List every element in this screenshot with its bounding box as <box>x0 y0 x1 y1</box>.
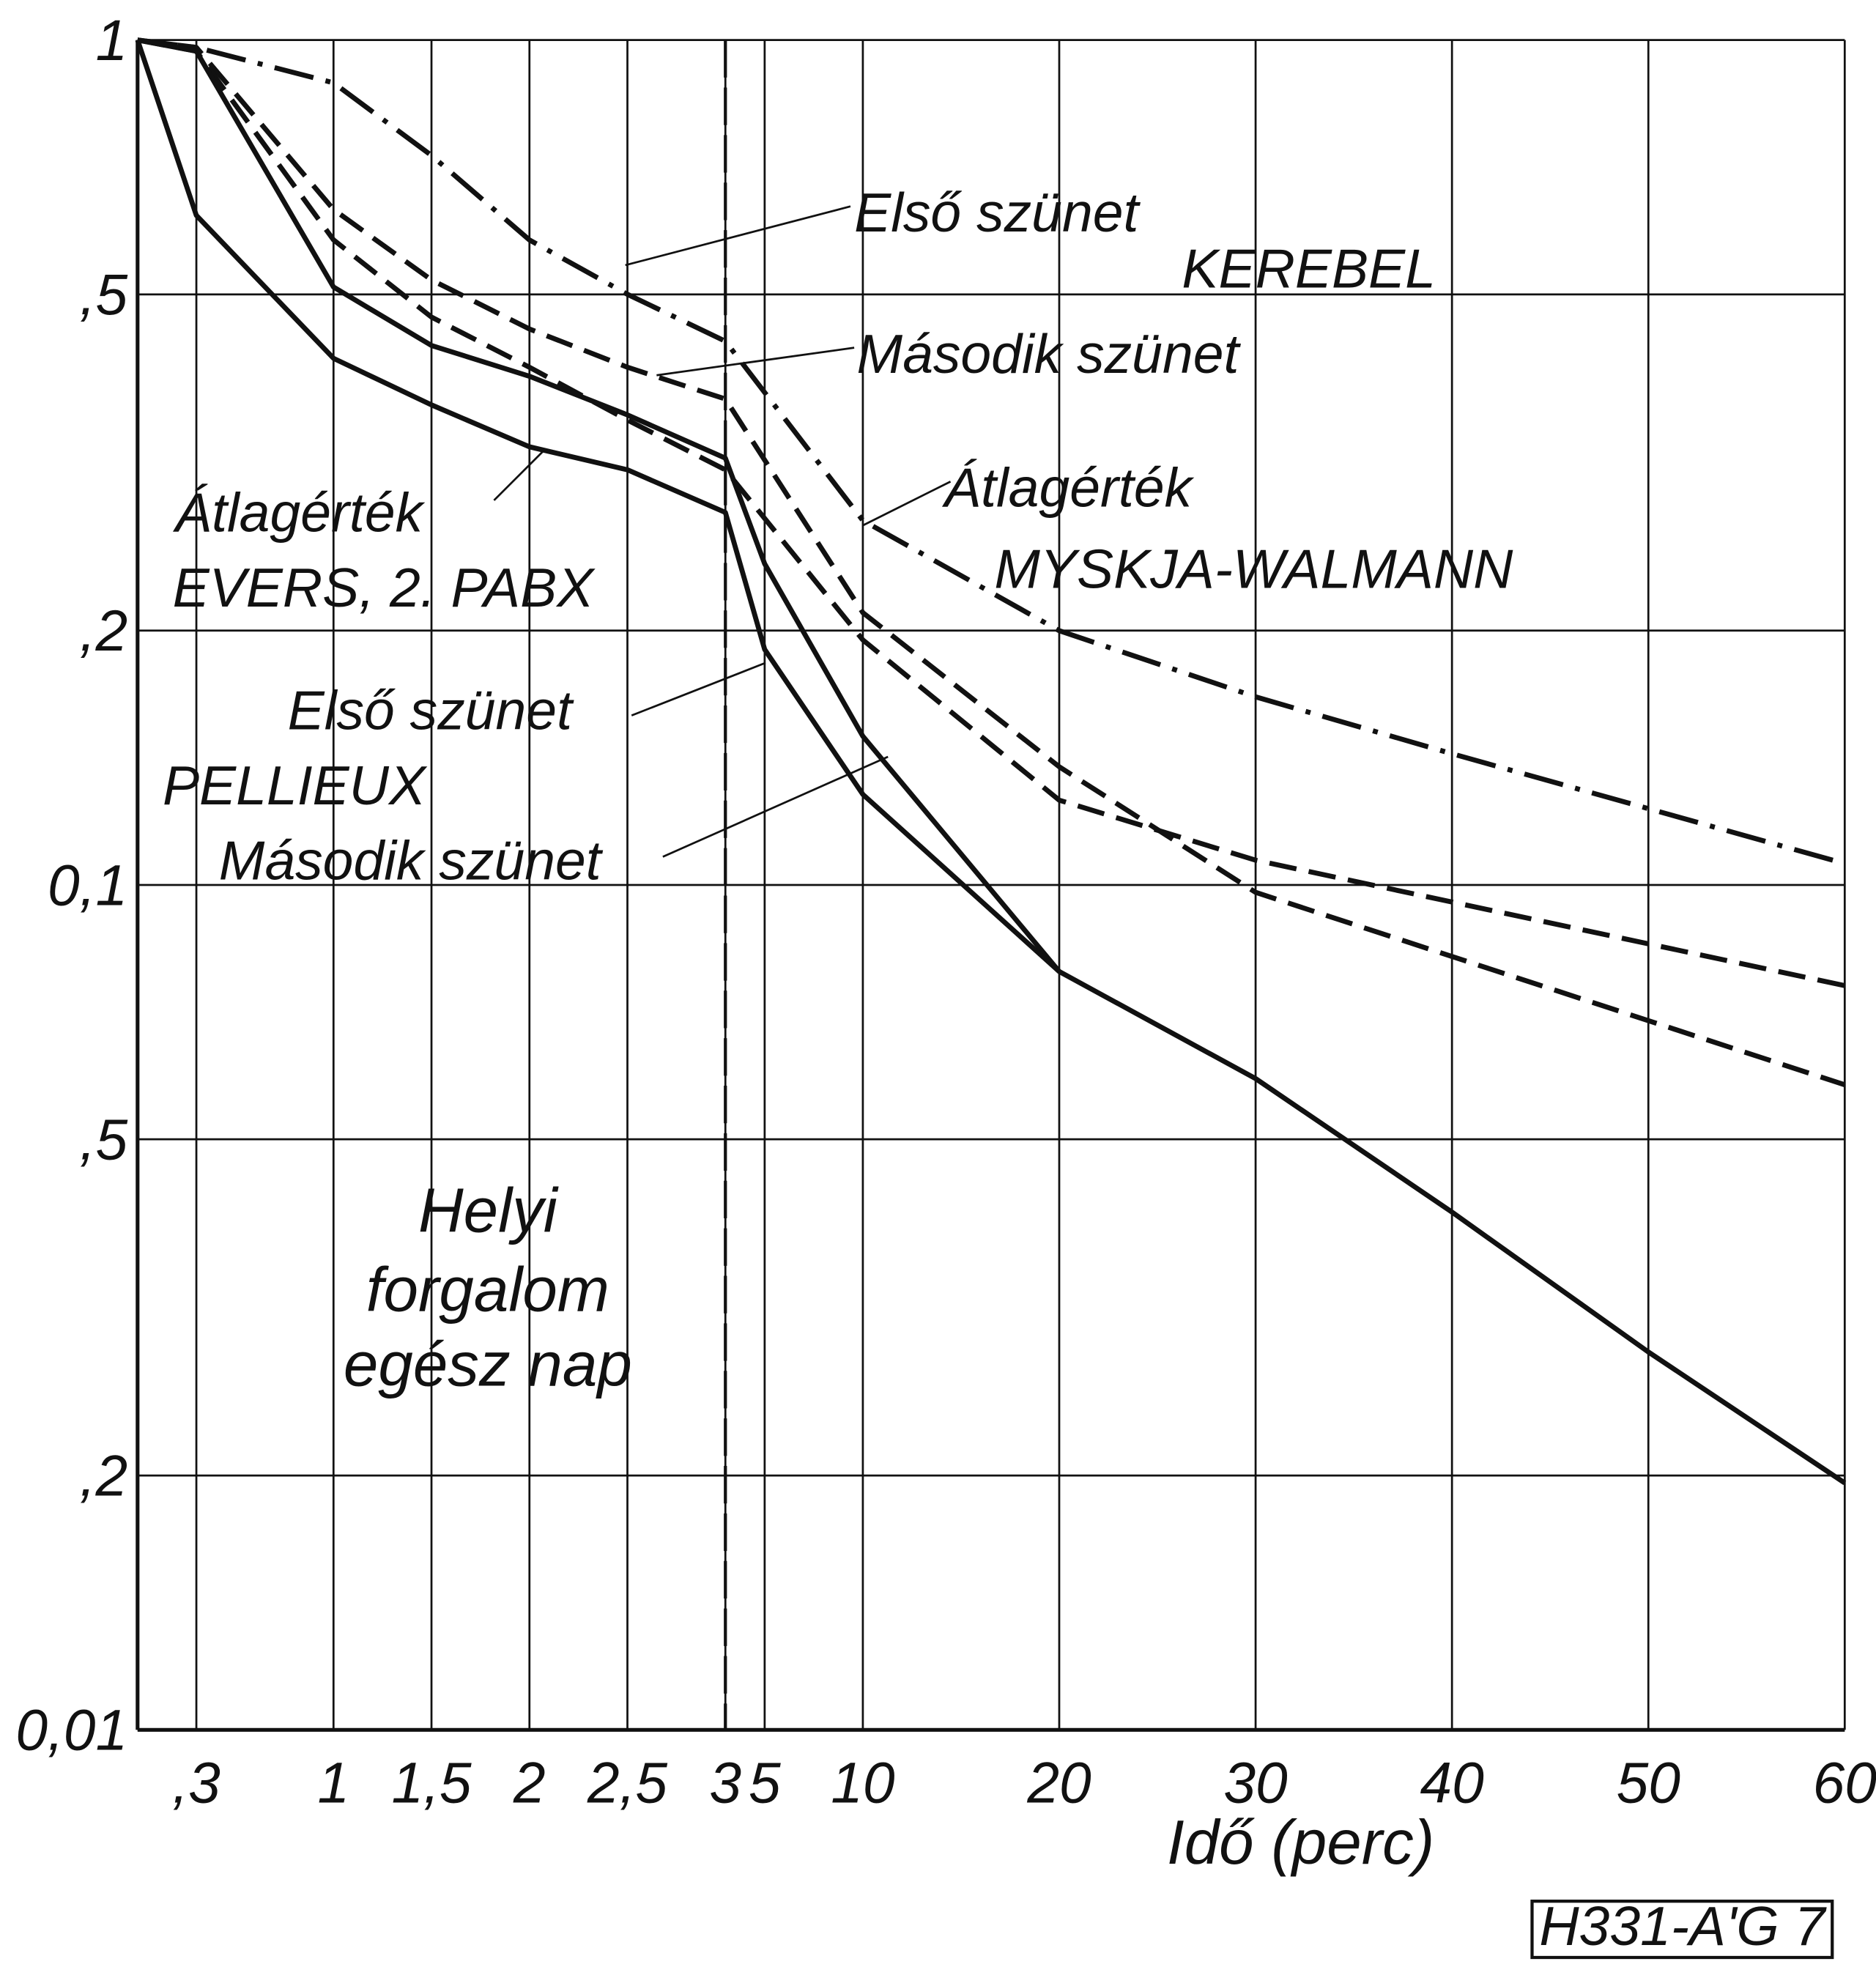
annotation: EVERS, 2. PABX <box>173 557 596 618</box>
x-tick-label: 5 <box>749 1750 781 1815</box>
x-tick-label: 10 <box>831 1750 895 1815</box>
y-tick-label: 0,1 <box>48 853 127 917</box>
y-tick-label: 1 <box>95 8 127 73</box>
leader <box>662 755 889 858</box>
annotation: Második szünet <box>857 323 1242 385</box>
annotation: Második szünet <box>219 829 604 891</box>
leader <box>493 449 545 501</box>
y-tick-label: ,5 <box>80 262 128 327</box>
annotation: forgalom <box>366 1255 609 1325</box>
x-tick-label: 1,5 <box>391 1750 471 1815</box>
annotation: Átlagérték <box>941 456 1195 518</box>
annotation: PELLIEUX <box>163 755 428 816</box>
series-line <box>135 39 1847 1486</box>
x-tick-label: 3 <box>709 1750 741 1815</box>
annotation: KEREBEL <box>1182 238 1436 300</box>
series-line <box>137 37 1061 974</box>
x-tick-label: 60 <box>1813 1750 1876 1815</box>
x-tick-label: 1 <box>317 1750 349 1815</box>
series-line <box>137 37 1846 1088</box>
figure-code: H331-A'G 7 <box>1539 1895 1827 1957</box>
code-box <box>1530 1900 1834 1960</box>
x-tick-label: 40 <box>1420 1750 1484 1815</box>
series-line <box>137 37 1846 988</box>
y-tick-label: ,2 <box>80 599 127 663</box>
annotation: Helyi <box>418 1177 559 1246</box>
x-tick-label: 2,5 <box>587 1750 667 1815</box>
y-tick-label: ,5 <box>80 1107 128 1171</box>
series-line <box>137 37 1846 867</box>
y-tick-label: 0,01 <box>15 1698 127 1763</box>
annotation: Első szünet <box>854 182 1141 243</box>
annotation: Első szünet <box>288 679 574 741</box>
y-tick-label: ,2 <box>80 1443 127 1508</box>
x-tick-label: 2 <box>513 1750 546 1815</box>
leader <box>656 347 855 377</box>
leader <box>625 205 851 267</box>
x-tick-label: ,3 <box>172 1750 220 1815</box>
x-tick-label: 50 <box>1617 1750 1681 1815</box>
x-axis-label: Idő (perc) <box>1167 1808 1434 1878</box>
annotation: egész nap <box>344 1330 632 1400</box>
annotation: Átlagérték <box>172 482 426 544</box>
leader <box>862 481 952 527</box>
x-tick-label: 20 <box>1026 1750 1091 1815</box>
x-tick-label: 30 <box>1223 1750 1288 1815</box>
leader <box>631 662 766 716</box>
annotation: MYSKJA-WALMANN <box>994 538 1513 599</box>
